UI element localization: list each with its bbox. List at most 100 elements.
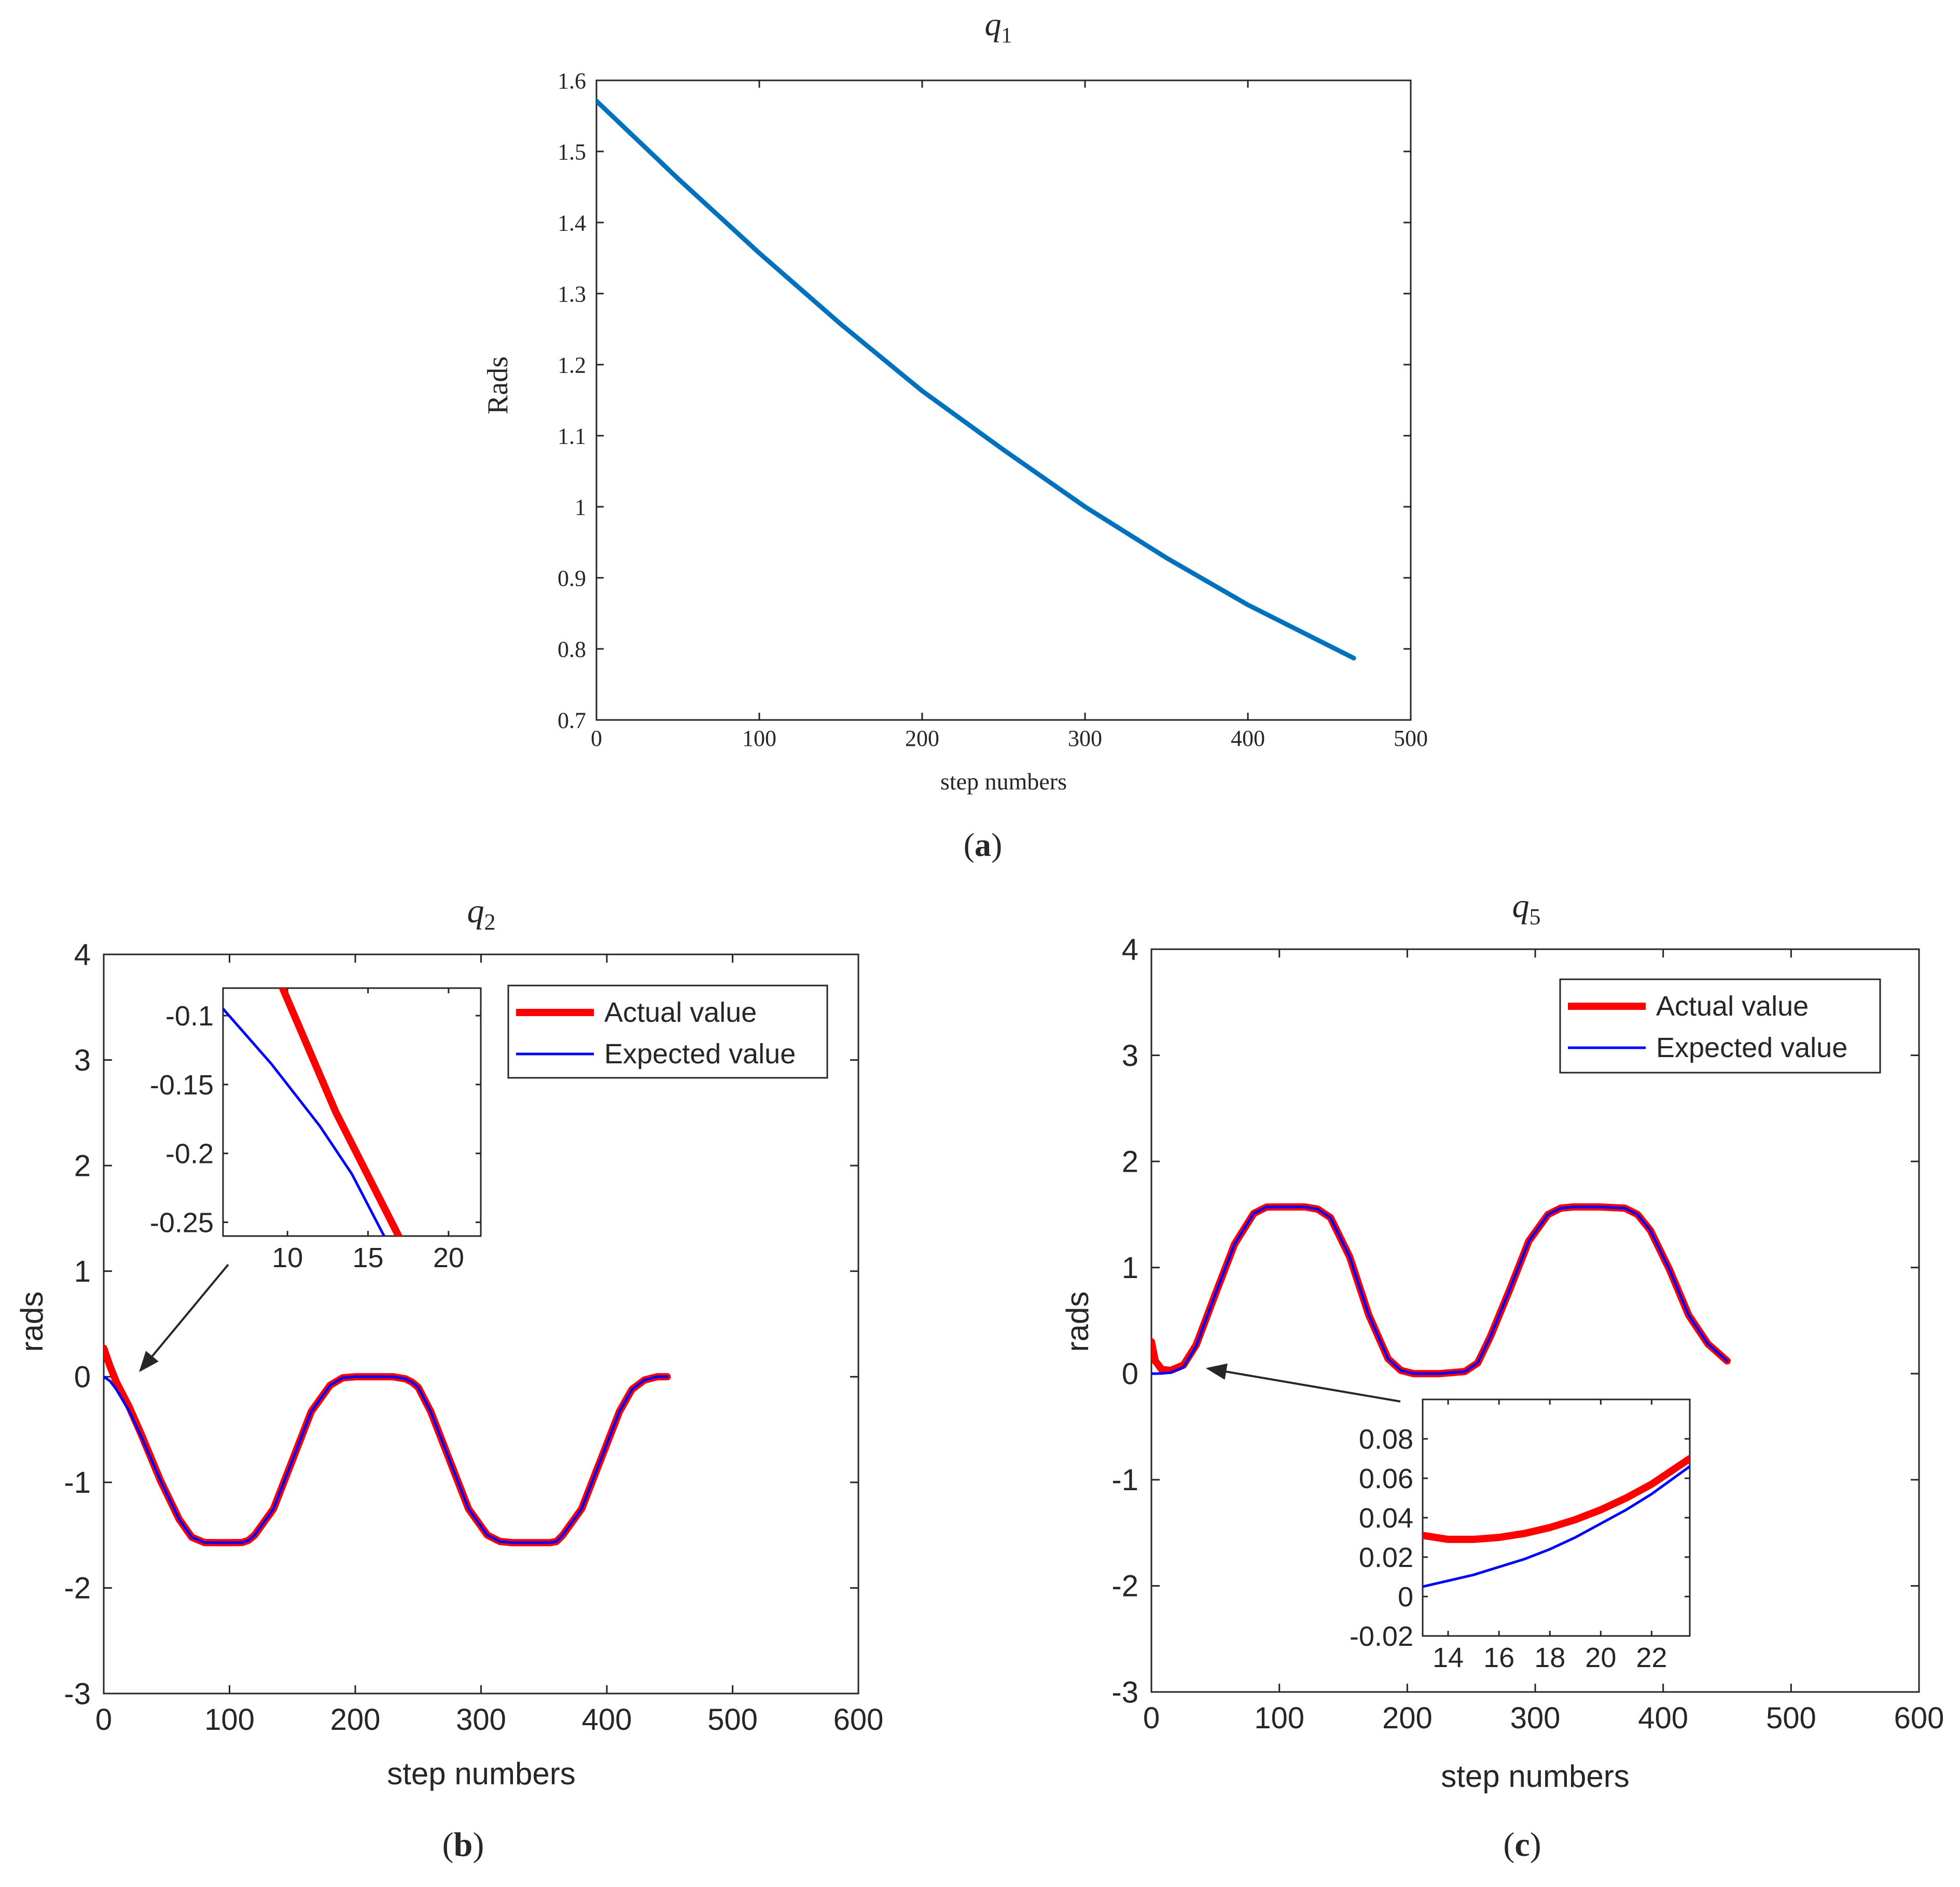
panel-c-ytick-label: 2 xyxy=(1122,1145,1138,1178)
panel-b-title-symbol: q xyxy=(467,892,484,930)
panel-a-ylabel: Rads xyxy=(482,356,514,414)
panel-c-inset-arrow xyxy=(1205,1363,1401,1403)
panel-a-plot-area: 0 100 200 300 400 500 0.7 0.8 0.9 1 1.1 1.2 1.3 1.4 1.… xyxy=(558,68,1428,751)
panel-b-inset-series-expected-value xyxy=(223,1007,386,1236)
panel-a-xtick-label: 300 xyxy=(1068,726,1102,751)
panel-b-ytick-label: -1 xyxy=(64,1466,91,1500)
panel-c-xtick-label: 0 xyxy=(1143,1701,1160,1735)
panel-b-inset-axes-box xyxy=(222,987,482,1237)
panel-c-title-symbol: q xyxy=(1512,887,1530,925)
panel-b-legend-expected-label: Expected value xyxy=(604,1038,796,1070)
panel-b-xtick-label: 100 xyxy=(204,1703,255,1737)
panel-c-inset: 14 16 18 20 22 -0.02 0 0.02 0.04 0.06 0.08 xyxy=(1350,1398,1691,1673)
panel-b-ytick-label: 4 xyxy=(74,938,91,972)
panel-a-xtick-label: 500 xyxy=(1394,726,1428,751)
panel-b-xtick-label: 400 xyxy=(582,1703,632,1737)
panel-c-inset-series-actual-value xyxy=(1423,1455,1690,1543)
panel-a-ytick-label: 1.2 xyxy=(558,352,586,378)
panel-c-xtick-label: 600 xyxy=(1894,1701,1944,1735)
panel-a-title-subscript: 1 xyxy=(1002,24,1012,48)
panel-b-legend: Actual value Expected value xyxy=(507,984,828,1079)
panel-b-xtick-label: 300 xyxy=(456,1703,506,1737)
panel-c-series-expected-value xyxy=(1151,1205,1729,1375)
panel-c-legend: Actual value Expected value xyxy=(1559,978,1881,1074)
panel-c-ylabel: rads xyxy=(1060,1292,1095,1352)
panel-c-xtick-label: 400 xyxy=(1638,1701,1688,1735)
panel-c-label: (c) xyxy=(1503,1826,1541,1864)
panel-b-inset-ytick-label: -0.1 xyxy=(165,1001,214,1032)
panel-c-title: q5 xyxy=(1512,887,1541,929)
panel-c-inset-ytick-label: 0.08 xyxy=(1359,1424,1413,1455)
panel-c-inset-ytick-label: 0.02 xyxy=(1359,1542,1413,1573)
panel-b-inset-arrow xyxy=(139,1264,229,1372)
panel-a-ytick-label: 1.3 xyxy=(558,281,586,307)
panel-a-axes-box xyxy=(595,79,1412,721)
panel-c-ytick-label: 1 xyxy=(1122,1251,1138,1285)
panel-c-xtick-label: 500 xyxy=(1766,1701,1816,1735)
panel-c-legend-box xyxy=(1559,978,1881,1074)
panel-a-ytick-label: 0.9 xyxy=(558,565,586,591)
panel-a-label: (a) xyxy=(964,826,1003,863)
panel-b-inset-ytick-label: -0.2 xyxy=(165,1139,214,1170)
panel-c-inset-xtick-label: 18 xyxy=(1534,1642,1565,1673)
panel-a-ytick-label: 1 xyxy=(575,494,586,520)
panel-c-ytick-label: 4 xyxy=(1122,933,1138,966)
panel-b-xtick-label: 0 xyxy=(95,1703,112,1737)
panel-c-inset-xtick-label: 14 xyxy=(1433,1642,1464,1673)
panel-c-inset-ytick-label: 0 xyxy=(1398,1581,1413,1613)
panel-a-ytick-label: 1.6 xyxy=(558,68,586,93)
panel-c-inset-ytick-label: 0.04 xyxy=(1359,1503,1413,1534)
panel-b-ytick-label: 2 xyxy=(74,1149,91,1183)
panel-a-xtick-label: 200 xyxy=(905,726,939,751)
panel-a-xtick-label: 400 xyxy=(1231,726,1265,751)
panel-b-title: q2 xyxy=(467,892,496,935)
panel-c-inset-xtick-label: 16 xyxy=(1483,1642,1514,1673)
panel-b-legend-actual-label: Actual value xyxy=(604,997,757,1028)
panel-b-label-letter: b xyxy=(454,1826,473,1864)
panel-b-inset-series-actual-value xyxy=(279,988,402,1236)
panel-a-ytick-label: 1.4 xyxy=(558,210,586,235)
panel-b-inset-xtick-label: 15 xyxy=(353,1242,384,1273)
panel-a-chart: q1 0 100 200 300 400 5000.70.80.911.11.21.31.… xyxy=(482,6,1428,863)
panel-a-xtick-label: 0 xyxy=(591,726,602,751)
panel-c-xlabel: step numbers xyxy=(1441,1759,1630,1794)
panel-c-inset-xtick-label: 22 xyxy=(1636,1642,1667,1673)
panel-b-ylabel: rads xyxy=(15,1292,49,1352)
panel-b-inset-ytick-label: -0.15 xyxy=(150,1070,214,1101)
panel-c-ytick-label: 0 xyxy=(1122,1357,1138,1391)
panel-c-ytick-label: -2 xyxy=(1111,1570,1138,1603)
panel-c-ytick-label: -1 xyxy=(1111,1463,1138,1497)
panel-b-ytick-label: -3 xyxy=(64,1677,91,1711)
panel-b-xtick-label: 600 xyxy=(833,1703,884,1737)
panel-a-xlabel: step numbers xyxy=(940,768,1067,795)
panel-c-inset-ytick-label: -0.02 xyxy=(1350,1621,1413,1652)
panel-b-ytick-label: 3 xyxy=(74,1044,91,1077)
panel-c-title-subscript: 5 xyxy=(1530,904,1541,929)
panel-b-series-expected-value xyxy=(104,1375,669,1544)
panel-c-xtick-label: 200 xyxy=(1382,1701,1433,1735)
panel-a-title: q1 xyxy=(985,6,1012,48)
panel-a-title-symbol: q xyxy=(985,6,1002,43)
panel-a-ytick-label: 1.5 xyxy=(558,139,586,164)
panel-c-legend-actual-label: Actual value xyxy=(1656,991,1809,1022)
panel-a-xtick-label: 100 xyxy=(742,726,776,751)
panel-c-inset-xtick-label: 20 xyxy=(1585,1642,1616,1673)
panel-a-series-q1 xyxy=(596,99,1356,661)
panel-a-ytick-label: 0.7 xyxy=(558,707,586,733)
panel-c-inset-series-expected-value xyxy=(1423,1465,1690,1588)
panel-c-xtick-label: 100 xyxy=(1254,1701,1304,1735)
panel-b-xlabel: step numbers xyxy=(387,1756,576,1791)
panel-b-inset-xtick-label: 20 xyxy=(433,1242,464,1273)
panel-c-ytick-label: -3 xyxy=(1111,1675,1138,1709)
panel-b-title-subscript: 2 xyxy=(484,909,496,935)
panel-a-ytick-label: 1.1 xyxy=(558,423,586,449)
panel-b-ytick-label: 1 xyxy=(74,1255,91,1288)
panel-c-inset-ytick-label: 0.06 xyxy=(1359,1463,1413,1494)
panel-b-ytick-label: -2 xyxy=(64,1572,91,1605)
panel-b-inset-ytick-label: -0.25 xyxy=(150,1207,214,1238)
panel-b-label: (b) xyxy=(442,1826,484,1864)
panel-c-label-letter: c xyxy=(1514,1826,1530,1864)
panel-c-xtick-label: 300 xyxy=(1510,1701,1561,1735)
